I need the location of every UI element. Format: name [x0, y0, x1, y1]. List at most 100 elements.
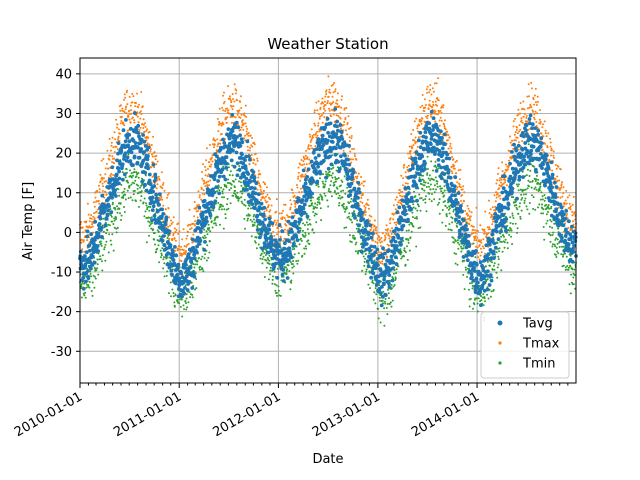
tavg-point — [395, 210, 400, 215]
tmin-point — [472, 307, 474, 310]
tmax-point — [526, 107, 529, 110]
tmin-point — [517, 212, 520, 215]
tavg-point — [87, 243, 92, 248]
tmax-point — [131, 92, 134, 95]
tmin-point — [143, 197, 146, 200]
tmin-point — [414, 217, 417, 220]
tmax-point — [138, 129, 141, 131]
tmin-point — [234, 189, 237, 192]
tmax-point — [432, 104, 435, 107]
tavg-point — [160, 207, 165, 212]
tmax-point — [325, 93, 328, 96]
tmax-point — [415, 117, 418, 120]
tmax-point — [558, 179, 561, 182]
tmin-point — [354, 250, 357, 253]
tmin-point — [410, 230, 413, 233]
tmin-point — [299, 227, 302, 230]
tmin-point — [316, 203, 319, 206]
tmax-point — [557, 165, 560, 168]
tmax-point — [277, 227, 280, 230]
tavg-point — [422, 159, 427, 164]
tavg-point — [235, 161, 240, 166]
tmax-point — [568, 194, 571, 197]
tmax-point — [443, 123, 446, 126]
tmin-point — [337, 192, 340, 195]
tmin-point — [442, 201, 445, 204]
tmin-point — [99, 240, 102, 243]
tmax-point — [353, 152, 356, 155]
tmin-point — [443, 194, 446, 197]
tmin-point — [424, 181, 427, 184]
tmax-point — [498, 187, 501, 190]
tmin-point — [471, 287, 474, 290]
tavg-point — [140, 179, 145, 184]
tmax-point — [544, 142, 546, 145]
tmax-point — [217, 142, 220, 145]
tavg-point — [153, 175, 158, 180]
tmax-point — [300, 175, 303, 178]
tmax-point — [297, 171, 300, 174]
tmax-point — [290, 203, 293, 206]
tmin-point — [134, 179, 137, 182]
tmin-point — [228, 189, 231, 191]
tmin-point — [149, 206, 152, 208]
tavg-point — [321, 142, 326, 147]
tmax-point — [483, 230, 486, 233]
tmin-point — [248, 204, 251, 207]
tmin-point — [222, 188, 225, 191]
tmax-point — [361, 194, 364, 196]
tavg-point — [176, 262, 181, 267]
tmin-point — [221, 192, 224, 195]
tmin-point — [557, 227, 560, 230]
tmin-point — [120, 219, 122, 221]
tavg-point — [363, 227, 367, 232]
tavg-point — [399, 242, 403, 247]
tmin-point — [554, 245, 557, 248]
tmin-point — [567, 268, 570, 271]
tmax-point — [209, 179, 212, 182]
tmax-point — [402, 166, 405, 169]
tavg-point — [296, 230, 301, 234]
tmax-point — [279, 242, 281, 245]
tmax-point — [133, 121, 136, 124]
series-tmax — [79, 75, 577, 281]
tmin-point — [300, 239, 303, 242]
tavg-point — [93, 219, 98, 224]
tmax-point — [379, 238, 381, 241]
tavg-point — [344, 162, 348, 167]
tmax-point — [408, 145, 411, 148]
tmax-point — [327, 75, 330, 78]
tmax-point — [394, 208, 397, 211]
tmin-point — [136, 187, 139, 190]
tmin-point — [509, 216, 512, 219]
tavg-point — [273, 254, 277, 258]
tavg-point — [114, 172, 119, 177]
tmax-point — [546, 146, 549, 149]
tmax-point — [403, 163, 406, 166]
tavg-point — [390, 266, 395, 271]
tmin-point — [420, 183, 423, 186]
tavg-point — [369, 275, 373, 280]
tavg-point — [270, 221, 275, 226]
tmin-point — [254, 240, 256, 243]
tavg-point — [359, 249, 364, 254]
tmin-point — [540, 212, 543, 215]
tmin-point — [555, 256, 558, 258]
tmin-point — [383, 324, 386, 327]
tmin-point — [550, 205, 553, 208]
tmin-point — [137, 184, 140, 187]
tmin-point — [93, 275, 96, 278]
tmax-point — [95, 210, 98, 213]
tavg-point — [267, 216, 272, 221]
tmin-point — [533, 187, 536, 190]
tmin-point — [388, 297, 390, 300]
tmax-point — [280, 226, 283, 229]
tmin-point — [528, 175, 531, 177]
tmin-point — [548, 207, 551, 210]
tmin-point — [115, 227, 118, 230]
tmin-point — [356, 219, 359, 222]
tmax-point — [204, 174, 207, 177]
tmin-point — [123, 211, 126, 213]
tavg-point — [356, 180, 361, 185]
tavg-point — [237, 167, 242, 172]
